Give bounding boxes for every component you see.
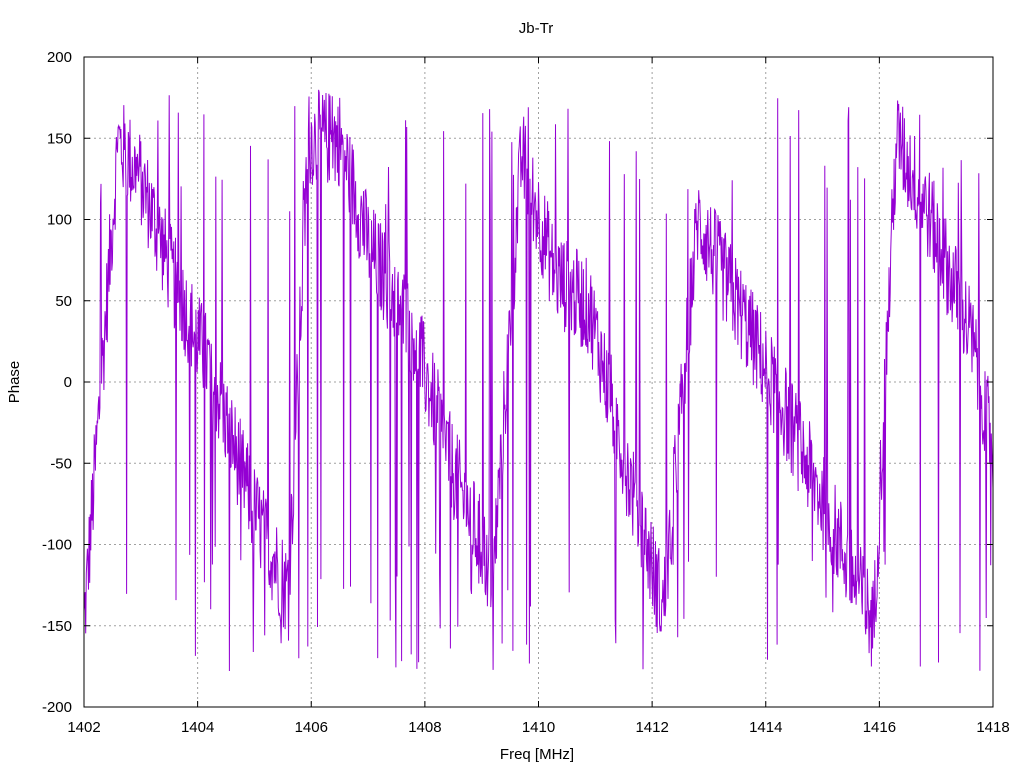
chart-title: Jb-Tr [519, 20, 553, 37]
y-axis-label: Phase [6, 361, 23, 404]
x-tick-label: 1404 [181, 719, 214, 736]
y-tick-label: 0 [64, 374, 72, 391]
y-axis: -200 -150 -100 -50 0 50 100 150 200 [42, 49, 993, 716]
y-tick-label: -200 [42, 699, 72, 716]
y-tick-label: 50 [55, 293, 72, 310]
x-tick-label: 1410 [522, 719, 555, 736]
y-tick-label: -150 [42, 618, 72, 635]
x-tick-label: 1418 [976, 719, 1009, 736]
x-axis: 1402 1404 1406 1408 1410 1412 1414 1416 1418 [67, 57, 1010, 736]
y-tick-label: -50 [50, 455, 72, 472]
x-tick-label: 1408 [408, 719, 441, 736]
phase-series [83, 89, 994, 672]
x-tick-label: 1402 [67, 719, 100, 736]
y-tick-label: 150 [47, 130, 72, 147]
y-tick-label: 200 [47, 49, 72, 66]
x-tick-label: 1414 [749, 719, 782, 736]
y-tick-label: 100 [47, 212, 72, 229]
x-tick-label: 1412 [635, 719, 668, 736]
x-axis-label: Freq [MHz] [500, 746, 574, 763]
y-tick-label: -100 [42, 537, 72, 554]
x-tick-label: 1406 [295, 719, 328, 736]
x-tick-label: 1416 [863, 719, 896, 736]
phase-line [83, 89, 994, 672]
